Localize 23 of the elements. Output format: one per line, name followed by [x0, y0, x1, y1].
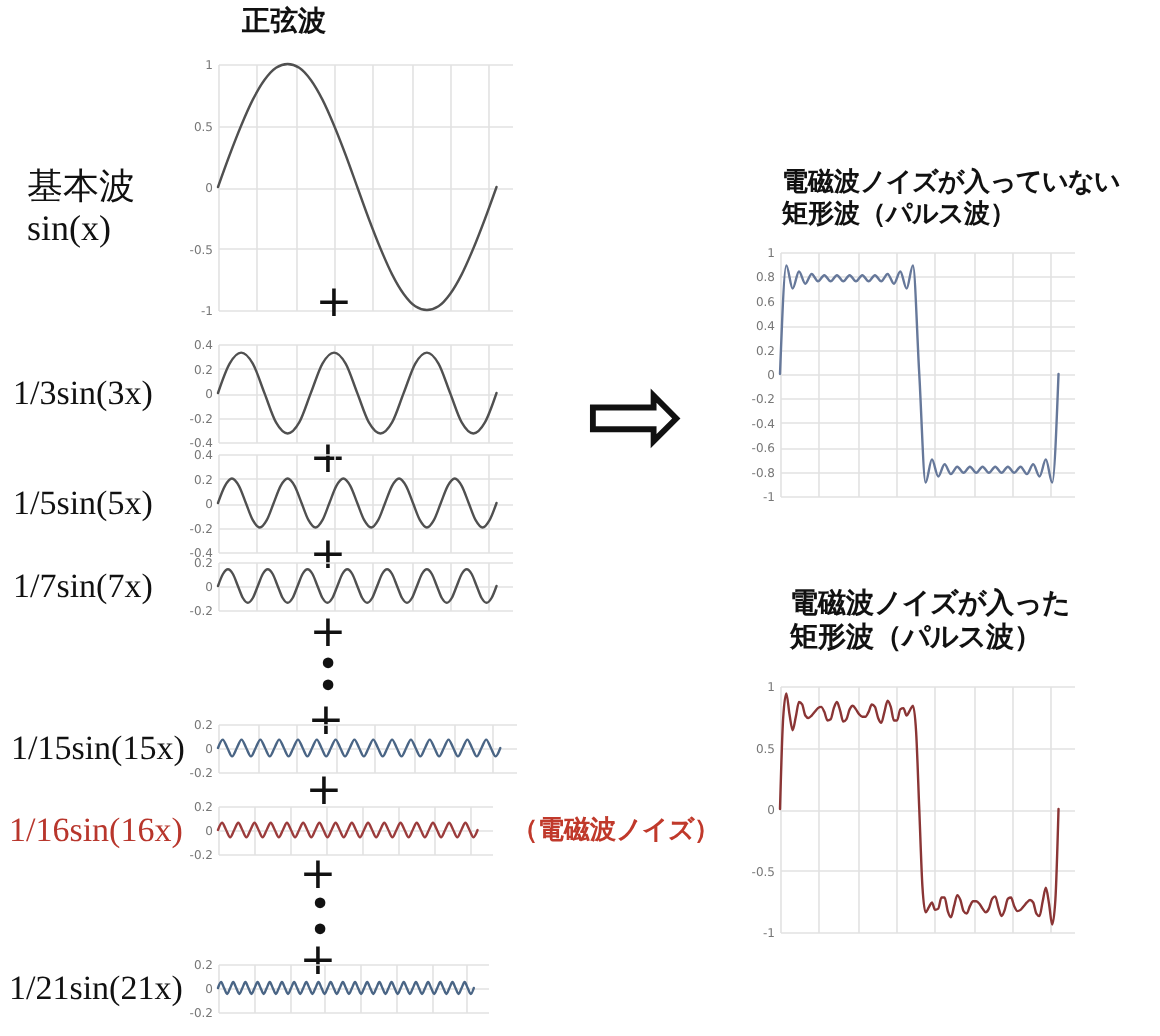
y-axis-title: 1/15sin(15x): [11, 729, 185, 767]
text: ⇨: [585, 346, 687, 486]
annotation: +: [315, 278, 353, 328]
annotation: +: [309, 434, 347, 484]
line-series: [216, 351, 498, 435]
y-axis-title: 基本波 sin(x): [27, 166, 135, 248]
line-series: [216, 568, 498, 604]
y-axis-title: 1/16sin(16x): [9, 811, 183, 849]
annotation: +: [305, 766, 343, 816]
annotation: +: [309, 530, 347, 580]
line-series: [778, 692, 1060, 926]
text: （電磁波ノイズ）: [512, 816, 720, 846]
y-axis-title: 1/3sin(3x): [13, 374, 153, 412]
chart-title: 正弦波: [240, 4, 326, 38]
line-series: [216, 477, 498, 529]
line-series: [778, 264, 1060, 484]
chart-subtitle: 矩形波（パルス波）: [780, 200, 1016, 230]
chart-title: 電磁波ノイズが入った: [790, 588, 1070, 620]
chart-subtitle: 矩形波（パルス波）: [788, 622, 1042, 654]
y-axis-title: 1/7sin(7x): [13, 567, 153, 605]
y-axis-title: 1/21sin(21x): [9, 969, 183, 1007]
y-axis-title: 1/5sin(5x): [13, 484, 153, 522]
chart-title: 電磁波ノイズが入っていない: [782, 166, 1120, 198]
